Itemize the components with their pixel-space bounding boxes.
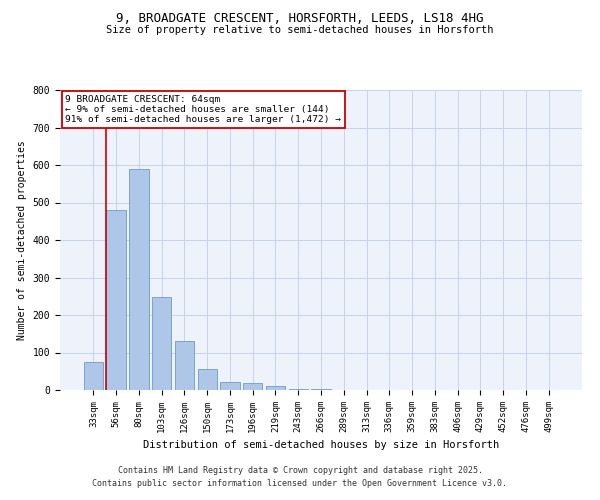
Bar [197, 370, 217, 390]
Text: Size of property relative to semi-detached houses in Horsforth: Size of property relative to semi-detach… [106, 25, 494, 35]
Bar [84, 362, 103, 390]
Bar [152, 297, 172, 390]
X-axis label: Distribution of semi-detached houses by size in Horsforth: Distribution of semi-detached houses by … [143, 440, 499, 450]
Text: Contains HM Land Registry data © Crown copyright and database right 2025.
Contai: Contains HM Land Registry data © Crown c… [92, 466, 508, 487]
Bar [175, 341, 194, 390]
Bar [129, 169, 149, 390]
Bar [106, 210, 126, 390]
Bar [243, 383, 262, 390]
Y-axis label: Number of semi-detached properties: Number of semi-detached properties [17, 140, 27, 340]
Bar [289, 388, 308, 390]
Bar [311, 389, 331, 390]
Text: 9, BROADGATE CRESCENT, HORSFORTH, LEEDS, LS18 4HG: 9, BROADGATE CRESCENT, HORSFORTH, LEEDS,… [116, 12, 484, 26]
Bar [266, 386, 285, 390]
Text: 9 BROADGATE CRESCENT: 64sqm
← 9% of semi-detached houses are smaller (144)
91% o: 9 BROADGATE CRESCENT: 64sqm ← 9% of semi… [65, 94, 341, 124]
Bar [220, 382, 239, 390]
